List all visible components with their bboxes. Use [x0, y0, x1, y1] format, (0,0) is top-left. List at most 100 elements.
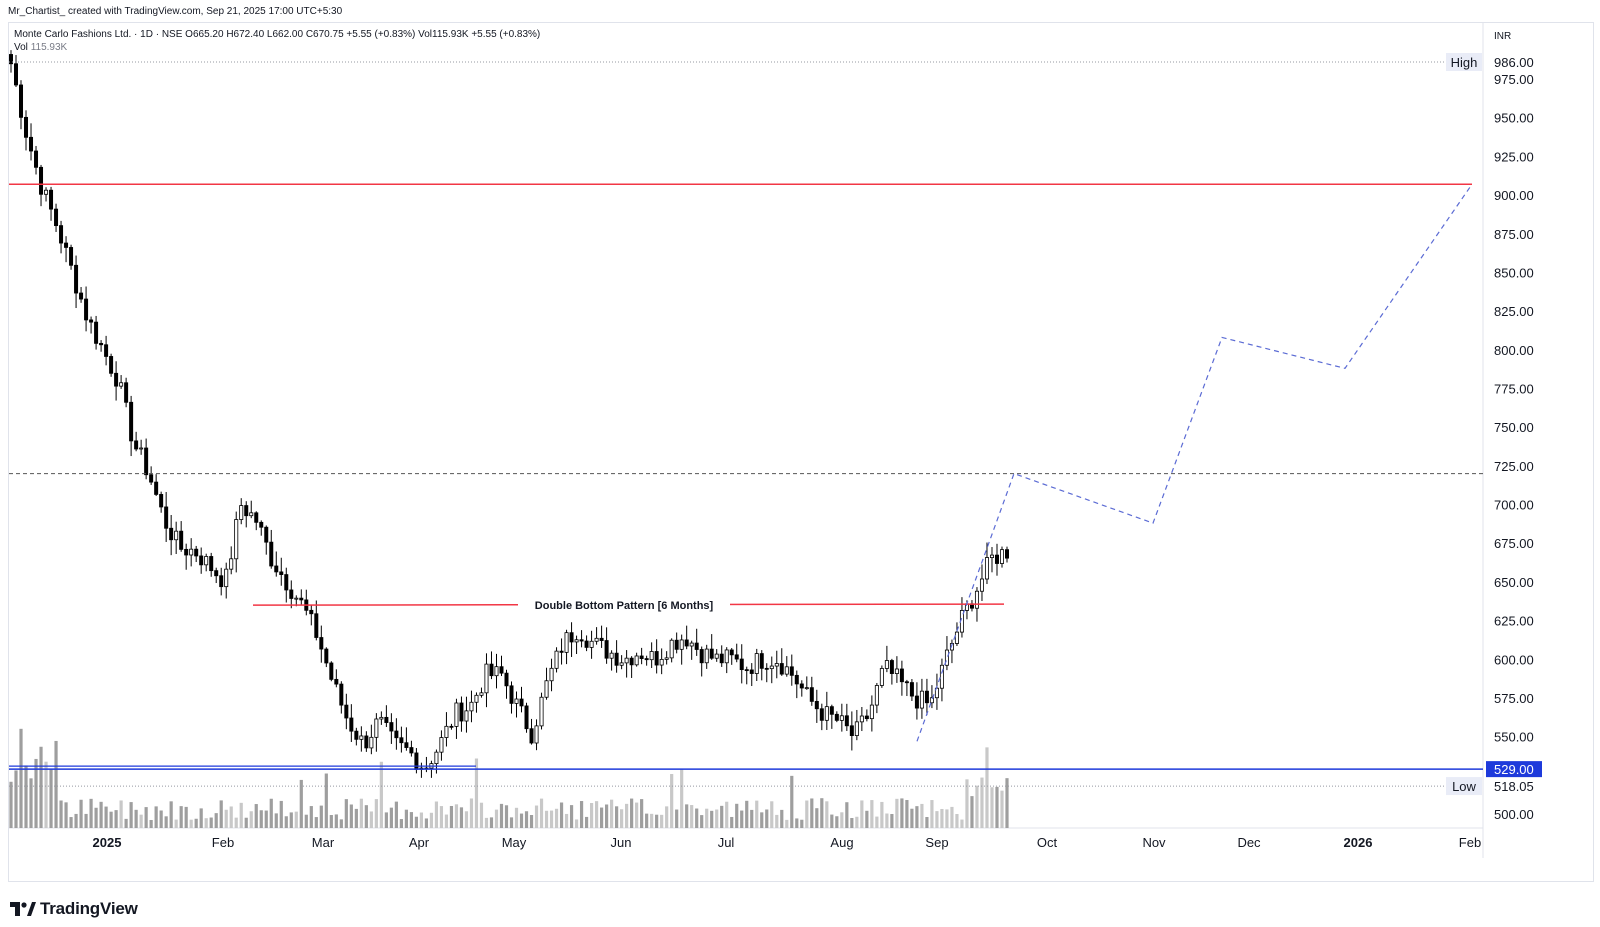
tradingview-logo[interactable]: TradingView [10, 898, 138, 920]
candle-body [434, 751, 439, 765]
candle-body [179, 530, 184, 550]
volume-bar [700, 815, 704, 828]
volume-bar [34, 758, 38, 828]
volume-bar [414, 816, 419, 828]
candle-body [849, 725, 854, 736]
price-tick-label: 800.00 [1494, 343, 1534, 358]
volume-bar [54, 740, 58, 828]
volume-bar [945, 809, 949, 828]
volume-bar [885, 813, 889, 828]
candle-body [809, 687, 814, 702]
candle-body [284, 574, 289, 591]
chart-frame [8, 22, 1594, 882]
time-tick-label: Mar [312, 835, 335, 850]
volume-bar [895, 798, 899, 828]
price-tick-label: 825.00 [1494, 304, 1534, 319]
candle-body [194, 548, 199, 557]
candle-body [814, 700, 819, 710]
volume-bar [995, 786, 999, 828]
volume-bar [685, 804, 689, 828]
candle-body [724, 649, 729, 664]
candle-body [494, 666, 499, 677]
candle-body [974, 590, 979, 609]
price-tick-label: 900.00 [1494, 188, 1534, 203]
volume-bar [309, 806, 313, 828]
volume-bar [620, 809, 624, 828]
time-tick-label: Feb [212, 835, 234, 850]
candle-body [654, 651, 659, 666]
candle-body [574, 639, 579, 643]
volume-bar [625, 803, 629, 828]
time-tick-label: Sep [925, 835, 948, 850]
candle-body [914, 695, 919, 709]
volume-bar [655, 814, 659, 828]
candle-body [469, 701, 474, 712]
volume-bar [615, 806, 619, 828]
candle-body [219, 575, 224, 588]
volume-bar [174, 819, 178, 828]
volume-bar [364, 805, 368, 828]
volume-bar [564, 813, 569, 828]
volume-bar [554, 808, 559, 828]
candle-body [274, 565, 279, 573]
volume-bar [805, 800, 809, 828]
candle-body [79, 292, 84, 300]
candle-body [514, 698, 519, 704]
volume-bar [184, 806, 188, 828]
price-tick-label: 950.00 [1494, 111, 1534, 126]
price-tick-label: 650.00 [1494, 575, 1534, 590]
candle-body [799, 683, 804, 689]
candle-body [639, 655, 644, 659]
time-tick-label: Oct [1037, 835, 1058, 850]
volume-bar [524, 811, 529, 828]
volume-bar [574, 819, 579, 828]
volume-bar [29, 778, 33, 828]
volume-bar [194, 818, 198, 828]
candle-body [244, 505, 249, 517]
candle-body [369, 736, 374, 749]
candle-body [279, 571, 284, 575]
volume-bar [815, 808, 819, 828]
candle-body [794, 674, 799, 685]
volume-bar [635, 802, 639, 828]
volume-bar [594, 801, 599, 828]
candle-body [294, 597, 299, 600]
time-tick-label: May [502, 835, 527, 850]
volume-bar [755, 800, 759, 828]
time-tick-label: Aug [830, 835, 853, 850]
candle-body [744, 669, 749, 672]
candle-body [329, 662, 334, 680]
candle-body [19, 84, 24, 118]
candle-body [614, 652, 619, 666]
candle-body [719, 653, 724, 664]
volume-bar [539, 798, 544, 828]
volume-bar [49, 769, 53, 828]
volume-bar [845, 802, 849, 828]
volume-bar [955, 814, 959, 828]
candle-body [264, 526, 269, 543]
volume-bar [294, 811, 298, 828]
candle-body [864, 715, 869, 720]
candle-body [604, 640, 609, 659]
volume-bar [990, 787, 994, 828]
candle-body [699, 649, 704, 664]
candle-body [159, 494, 164, 508]
volume-bar [434, 801, 439, 828]
candle-body [884, 660, 889, 669]
volume-bar [229, 806, 233, 828]
candle-body [774, 663, 779, 667]
candle-body [644, 658, 649, 661]
candle-body [129, 401, 134, 442]
candle-body [224, 568, 229, 588]
candle-body [989, 554, 994, 558]
volume-bar [234, 817, 238, 828]
volume-bar [124, 818, 128, 828]
candle-body [779, 663, 784, 675]
candle-body [174, 530, 179, 541]
symbol-line[interactable]: Monte Carlo Fashions Ltd. · 1D · NSE O66… [14, 29, 541, 40]
candle-body [749, 669, 754, 674]
volume-bar [214, 813, 218, 828]
volume-bar [840, 812, 844, 828]
volume-bar [369, 811, 373, 828]
